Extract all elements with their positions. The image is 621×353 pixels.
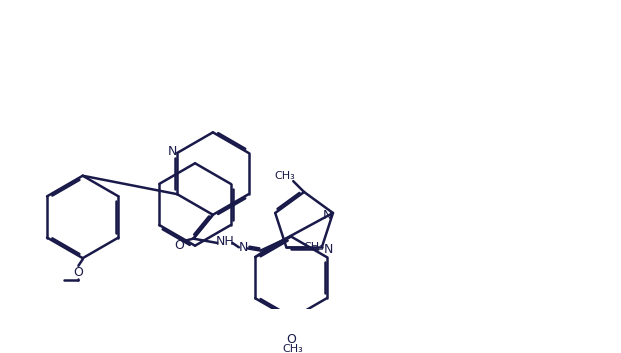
- Text: N: N: [323, 209, 332, 222]
- Text: CH₃: CH₃: [274, 171, 295, 181]
- Text: O: O: [286, 333, 296, 346]
- Text: CH₃: CH₃: [283, 344, 304, 353]
- Text: N: N: [324, 243, 333, 256]
- Text: N: N: [168, 145, 178, 158]
- Text: O: O: [175, 239, 184, 252]
- Text: N: N: [238, 241, 248, 254]
- Text: CH₃: CH₃: [303, 242, 324, 252]
- Text: O: O: [73, 266, 83, 279]
- Text: NH: NH: [215, 235, 234, 249]
